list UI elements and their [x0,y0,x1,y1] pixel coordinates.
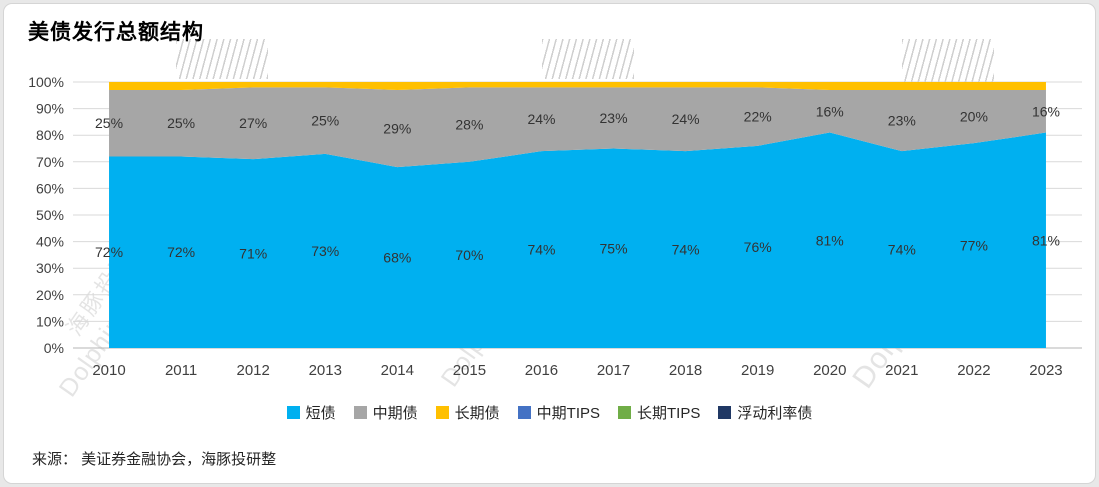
svg-text:20%: 20% [36,287,64,303]
svg-text:75%: 75% [600,240,628,256]
svg-text:0%: 0% [44,340,64,356]
svg-text:25%: 25% [311,113,339,129]
svg-text:25%: 25% [95,115,123,131]
svg-text:2013: 2013 [309,362,342,379]
svg-text:40%: 40% [36,234,64,250]
svg-text:76%: 76% [744,239,772,255]
svg-text:24%: 24% [672,111,700,127]
svg-text:74%: 74% [527,242,555,258]
svg-text:72%: 72% [167,244,195,260]
svg-text:27%: 27% [239,115,267,131]
svg-text:71%: 71% [239,246,267,262]
svg-text:90%: 90% [36,101,64,117]
legend-label: 短债 [305,405,336,422]
svg-text:73%: 73% [311,243,339,259]
svg-text:50%: 50% [36,207,64,223]
svg-text:28%: 28% [455,117,483,133]
svg-text:2019: 2019 [741,362,774,379]
svg-text:23%: 23% [600,110,628,126]
svg-text:2014: 2014 [381,362,414,379]
legend-label: 中期债 [372,405,418,422]
legend-label: 浮动利率债 [737,405,813,422]
legend-item-长期债: 长期债 [435,402,500,423]
svg-text:60%: 60% [36,180,64,196]
legend-swatch [618,406,632,419]
legend-swatch [286,406,300,419]
chart-area: 0% 10% 20% 30% 40% 50% 60% 70% 80% 90% 100% 72% 72% 7… [16,62,1086,392]
svg-text:2023: 2023 [1029,362,1062,379]
svg-text:16%: 16% [816,103,844,119]
legend-label: 长期债 [454,405,500,422]
svg-text:68%: 68% [383,250,411,266]
svg-text:2012: 2012 [236,362,269,379]
svg-text:10%: 10% [36,313,64,329]
svg-text:100%: 100% [28,74,64,90]
legend-item-长期TIPS: 长期TIPS [618,402,700,423]
svg-text:81%: 81% [816,232,844,248]
svg-text:25%: 25% [167,115,195,131]
svg-text:24%: 24% [527,111,555,127]
page-title: 美债发行总额结构 [28,21,204,44]
svg-text:2016: 2016 [525,362,558,379]
chart-legend: 短债 中期债 长期债 中期TIPS 长期TIPS 浮动利率债 [4,402,1095,423]
legend-item-中期TIPS: 中期TIPS [517,402,601,423]
svg-text:2018: 2018 [669,362,702,379]
legend-swatch [435,406,449,419]
legend-item-短债: 短债 [286,402,336,423]
svg-text:72%: 72% [95,244,123,260]
svg-text:22%: 22% [744,109,772,125]
legend-item-浮动利率债: 浮动利率债 [718,402,812,423]
svg-text:74%: 74% [672,242,700,258]
chart-card: 美债发行总额结构 海豚投研 DolphinResearch 海豚投研 Dolph… [3,3,1096,484]
svg-text:2010: 2010 [92,362,125,379]
svg-text:29%: 29% [383,121,411,137]
svg-text:2011: 2011 [165,362,197,379]
legend-swatch [517,406,531,419]
svg-text:2020: 2020 [813,362,846,379]
legend-label: 长期TIPS [637,405,701,422]
svg-text:80%: 80% [36,127,64,143]
legend-label: 中期TIPS [536,405,601,422]
svg-text:2021: 2021 [885,362,918,379]
svg-text:16%: 16% [1032,103,1060,119]
svg-text:70%: 70% [36,154,64,170]
svg-text:81%: 81% [1032,232,1060,248]
svg-text:30%: 30% [36,260,64,276]
legend-swatch [718,406,732,419]
legend-item-中期债: 中期债 [353,402,418,423]
svg-text:2022: 2022 [957,362,990,379]
svg-text:2017: 2017 [597,362,630,379]
svg-text:77%: 77% [960,238,988,254]
svg-text:23%: 23% [888,113,916,129]
legend-swatch [353,406,367,419]
chart-canvas: 0% 10% 20% 30% 40% 50% 60% 70% 80% 90% 100% 72% 72% 7… [28,74,1082,379]
svg-text:2015: 2015 [453,362,486,379]
source-note: 来源： 美证券金融协会，海豚投研整 [32,451,277,468]
svg-text:20%: 20% [960,109,988,125]
svg-text:70%: 70% [455,247,483,263]
svg-text:74%: 74% [888,242,916,258]
